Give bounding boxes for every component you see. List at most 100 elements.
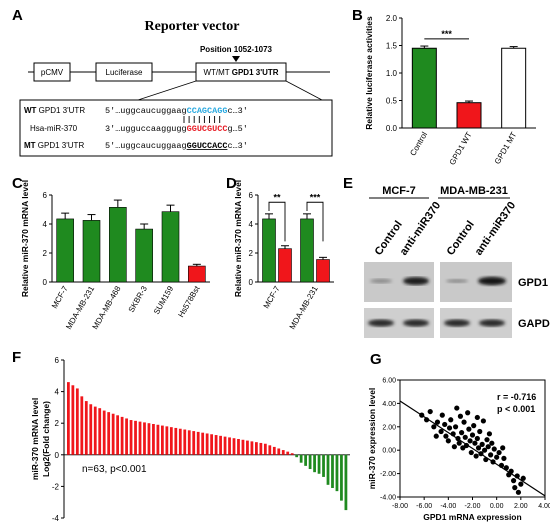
mir-row: Hsa-miR-370 <box>30 124 78 133</box>
f-bar <box>259 442 263 455</box>
f-bar <box>277 448 281 455</box>
f-bar <box>201 432 205 455</box>
f-bar <box>210 434 214 455</box>
g-scatter-point <box>468 449 474 456</box>
g-scatter-point <box>467 438 473 444</box>
g-scatter-point <box>494 454 500 460</box>
band-label-gpd1: GPD1 <box>518 277 548 289</box>
g-scatter-point <box>518 481 524 487</box>
band-gapdh-mda-control <box>444 319 470 327</box>
d-bar <box>300 218 314 283</box>
c-y-tick-label: 6 <box>43 191 48 200</box>
luciferase-chart: 0.0 0.5 1.0 1.5 2.0 Control GPD1 WT GPD1 MT *** R… <box>364 14 536 167</box>
c-y-tick-label: 0 <box>43 278 48 287</box>
f-bar <box>299 454 303 463</box>
f-bar <box>228 437 231 455</box>
g-y-axis-label: miR-370 expression level <box>367 388 377 490</box>
f-bar <box>98 408 102 455</box>
f-bar <box>147 423 151 455</box>
g-scatter-point <box>488 452 494 458</box>
d-x-tick-label: MDA-MB-231 <box>288 284 320 331</box>
f-bar <box>93 406 97 455</box>
g-scatter-point <box>462 434 468 440</box>
b-significance-label: *** <box>441 29 452 39</box>
d-y-tick-label: 2 <box>249 249 254 258</box>
band-gpd1-mcf7-anti <box>403 277 429 285</box>
g-scatter-point <box>443 433 449 439</box>
band-gpd1-mda-anti <box>478 276 506 286</box>
b-x-tick-label: Control <box>408 130 429 157</box>
f-y-tick-label: -2 <box>52 482 60 491</box>
panel-label-a: A <box>12 7 23 24</box>
band-gapdh-mcf7-control <box>368 319 394 327</box>
f-y-axis-label-1: miR-370 mRNA level <box>30 398 40 480</box>
f-bar <box>295 454 299 458</box>
g-scatter-point <box>486 431 493 437</box>
band-gpd1-mcf7-control <box>370 278 392 284</box>
g-scatter-point <box>484 437 490 443</box>
luciferase-box <box>95 62 153 82</box>
g-scatter-point <box>510 478 517 484</box>
panel-f: F -4 -2 0 2 4 6 miR-370 mRNA level Log2(Fold ch… <box>12 349 350 523</box>
g-p-value: p < 0.001 <box>497 404 535 414</box>
d-significance-bracket <box>306 201 324 242</box>
d-y-tick-label: 4 <box>249 220 254 229</box>
f-bar <box>143 422 146 455</box>
f-bar <box>281 450 285 455</box>
g-scatter-point <box>442 421 448 428</box>
lane-label-anti-1: anti-miR370 <box>398 200 444 258</box>
g-scatter-point <box>475 445 482 451</box>
c-bar <box>135 228 153 283</box>
panel-label-f: F <box>12 349 21 366</box>
panel-d: D 0 2 4 6 ** MCF-7 *** MDA-MB-231 Relative miR-3… <box>226 175 334 331</box>
position-arrow-icon <box>232 56 240 62</box>
g-scatter-point <box>479 441 485 447</box>
f-bar <box>125 418 128 455</box>
f-bar <box>344 454 348 511</box>
f-bar <box>152 423 155 455</box>
c-bar <box>56 218 74 283</box>
d-y-tick-label: 0 <box>249 278 254 287</box>
f-bar <box>134 420 137 455</box>
g-scatter-point <box>496 449 502 456</box>
d-bar <box>278 248 292 283</box>
f-bar <box>205 433 209 455</box>
lane-label-anti-2: anti-miR370 <box>473 200 519 258</box>
f-bar <box>174 427 178 455</box>
g-y-tick-label: -2.00 <box>380 471 396 478</box>
f-bar <box>317 454 321 474</box>
g-x-tick-label: 0.00 <box>490 503 504 510</box>
f-bar <box>192 431 196 455</box>
fold-change-chart: -4 -2 0 2 4 6 miR-370 mRNA level Log2(Fold chan… <box>30 356 350 523</box>
d-y-tick-label: 6 <box>249 191 254 200</box>
f-bar <box>322 454 325 477</box>
f-y-tick-label: 6 <box>55 356 60 365</box>
f-y-tick-label: 4 <box>55 388 60 397</box>
mir-sequence: 3'…ugguccaagguggGGUCGUCCg…5' <box>105 124 248 134</box>
g-scatter-point <box>466 426 472 432</box>
d-significance-label: ** <box>273 192 281 202</box>
f-bar <box>214 435 218 455</box>
g-scatter-point <box>512 485 518 491</box>
g-scatter-point <box>448 417 454 423</box>
b-bar <box>456 102 482 129</box>
g-scatter-point <box>434 419 441 425</box>
g-x-tick-label: 2.00 <box>514 503 528 510</box>
f-y-tick-label: 0 <box>55 451 60 460</box>
g-scatter-point <box>446 425 453 431</box>
f-bar <box>169 427 173 455</box>
b-x-tick-label: GPD1 WT <box>448 130 474 166</box>
g-scatter-point <box>445 438 451 444</box>
g-scatter-point <box>477 428 483 435</box>
f-bar <box>196 431 200 455</box>
c-x-tick-label: SKBR-3 <box>127 284 150 314</box>
g-scatter-point <box>480 418 486 424</box>
f-bar <box>340 454 343 501</box>
f-bar <box>116 415 120 455</box>
g-scatter-point <box>439 412 445 418</box>
f-bar <box>178 428 182 455</box>
g-fit-line <box>399 400 546 497</box>
f-y-tick-label: -4 <box>52 514 60 523</box>
f-bar <box>107 412 111 455</box>
